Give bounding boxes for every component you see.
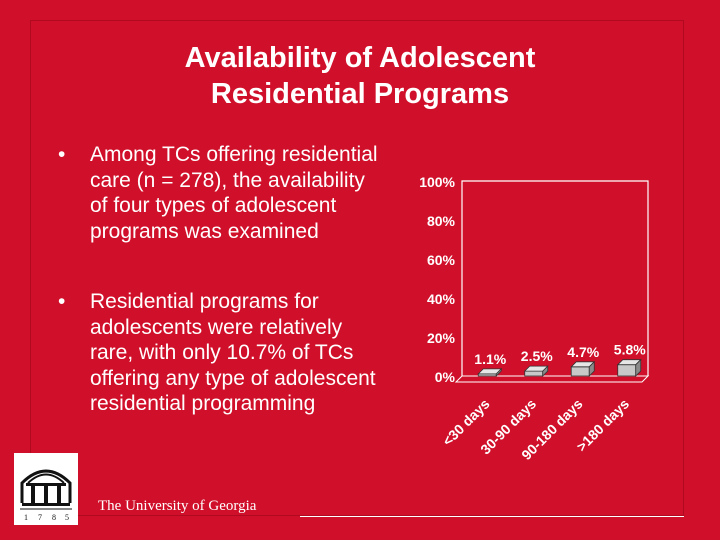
university-logo: 1 7 8 5 xyxy=(14,453,78,525)
y-tick-label: 80% xyxy=(427,213,456,229)
y-tick-label: 0% xyxy=(435,369,456,385)
bar-side xyxy=(635,358,642,377)
bar xyxy=(524,370,544,377)
bar xyxy=(617,364,637,377)
bullet-item: • Among TCs offering residential care (n… xyxy=(58,142,388,244)
data-label: 2.5% xyxy=(521,348,553,364)
bullet-text: Residential programs for adolescents wer… xyxy=(90,290,376,415)
slide-frame xyxy=(30,20,684,516)
slide-title: Availability of Adolescent Residential P… xyxy=(0,40,720,112)
data-label: 4.7% xyxy=(567,344,599,360)
title-line-2: Residential Programs xyxy=(210,78,510,110)
plot-floor xyxy=(454,375,650,383)
arch-icon: 1 7 8 5 xyxy=(20,469,72,522)
logo-year-digit: 7 xyxy=(38,513,42,522)
bullet-text: Among TCs offering residential care (n =… xyxy=(90,143,378,243)
logo-year-digit: 8 xyxy=(52,513,56,522)
data-label: 1.1% xyxy=(474,351,506,367)
title-line-1: Availability of Adolescent xyxy=(184,42,536,74)
bar-side xyxy=(588,360,595,377)
bullet-list: • Among TCs offering residential care (n… xyxy=(58,142,388,417)
bar-chart: 0%20%40%60%80%100%1.1%<30 days2.5%30-90 … xyxy=(419,174,650,463)
bar-side xyxy=(495,367,502,377)
bullet-item: • Residential programs for adolescents w… xyxy=(58,289,388,417)
plot-wall xyxy=(461,180,649,376)
logo-year-digit: 5 xyxy=(65,513,69,522)
bar xyxy=(570,366,590,377)
logo-year-digit: 1 xyxy=(24,513,28,522)
bullet-marker: • xyxy=(58,143,66,166)
y-tick-label: 20% xyxy=(427,330,456,346)
footer-divider xyxy=(300,516,684,517)
bar-side xyxy=(542,365,549,377)
university-name: The University of Georgia xyxy=(98,498,257,514)
bullet-marker: • xyxy=(58,290,66,313)
y-tick-label: 60% xyxy=(427,252,456,268)
y-tick-label: 100% xyxy=(419,174,455,190)
y-tick-label: 40% xyxy=(427,291,456,307)
data-label: 5.8% xyxy=(614,342,646,358)
